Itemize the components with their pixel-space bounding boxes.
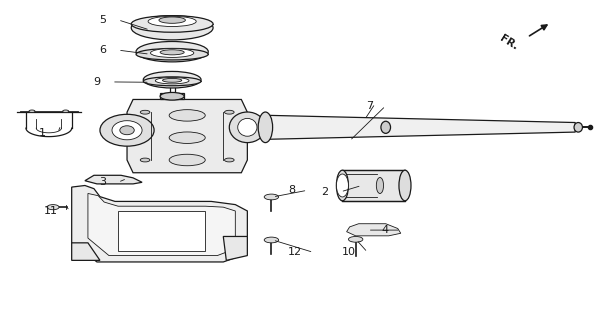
Ellipse shape: [160, 92, 184, 100]
Ellipse shape: [258, 112, 273, 143]
Polygon shape: [72, 243, 100, 260]
Ellipse shape: [47, 204, 59, 210]
Ellipse shape: [336, 174, 349, 197]
Polygon shape: [343, 170, 405, 201]
Text: 8: 8: [288, 185, 295, 195]
Polygon shape: [118, 211, 205, 251]
Text: FR.: FR.: [498, 33, 520, 52]
Ellipse shape: [160, 50, 184, 55]
Ellipse shape: [169, 110, 205, 121]
Polygon shape: [88, 194, 235, 256]
Ellipse shape: [574, 123, 582, 132]
Ellipse shape: [140, 158, 150, 162]
Polygon shape: [160, 93, 184, 100]
Ellipse shape: [224, 158, 234, 162]
Ellipse shape: [169, 132, 205, 143]
Polygon shape: [347, 224, 401, 236]
Ellipse shape: [151, 49, 194, 57]
Ellipse shape: [381, 121, 391, 133]
Text: 11: 11: [44, 206, 58, 216]
Ellipse shape: [112, 121, 142, 140]
Ellipse shape: [376, 178, 384, 194]
Ellipse shape: [100, 114, 154, 146]
Ellipse shape: [63, 110, 69, 113]
Text: 9: 9: [93, 77, 100, 87]
Ellipse shape: [224, 110, 234, 114]
Ellipse shape: [144, 71, 201, 88]
Ellipse shape: [156, 77, 189, 84]
Ellipse shape: [238, 118, 257, 136]
Ellipse shape: [159, 17, 185, 23]
Ellipse shape: [131, 16, 213, 32]
Polygon shape: [85, 175, 142, 184]
Ellipse shape: [349, 236, 363, 242]
Ellipse shape: [163, 78, 182, 82]
Polygon shape: [127, 100, 247, 173]
Ellipse shape: [120, 126, 134, 135]
Text: 12: 12: [288, 247, 302, 257]
Ellipse shape: [140, 110, 150, 114]
Text: 3: 3: [99, 177, 106, 187]
Ellipse shape: [29, 110, 35, 113]
Polygon shape: [72, 186, 247, 262]
Ellipse shape: [264, 237, 279, 243]
Text: 1: 1: [39, 128, 46, 138]
Text: 7: 7: [367, 101, 374, 111]
Ellipse shape: [131, 16, 213, 40]
Ellipse shape: [399, 170, 411, 201]
Text: 6: 6: [99, 45, 106, 55]
Polygon shape: [223, 236, 247, 260]
Ellipse shape: [169, 154, 205, 166]
Ellipse shape: [229, 112, 265, 143]
Ellipse shape: [144, 77, 201, 86]
Ellipse shape: [336, 170, 349, 201]
Text: 5: 5: [99, 15, 106, 25]
Text: 10: 10: [342, 247, 356, 257]
Text: 2: 2: [321, 187, 329, 197]
Text: 4: 4: [382, 225, 389, 235]
Polygon shape: [262, 115, 575, 140]
Ellipse shape: [264, 194, 279, 200]
Ellipse shape: [148, 16, 196, 27]
Ellipse shape: [136, 49, 208, 60]
Ellipse shape: [136, 42, 208, 62]
